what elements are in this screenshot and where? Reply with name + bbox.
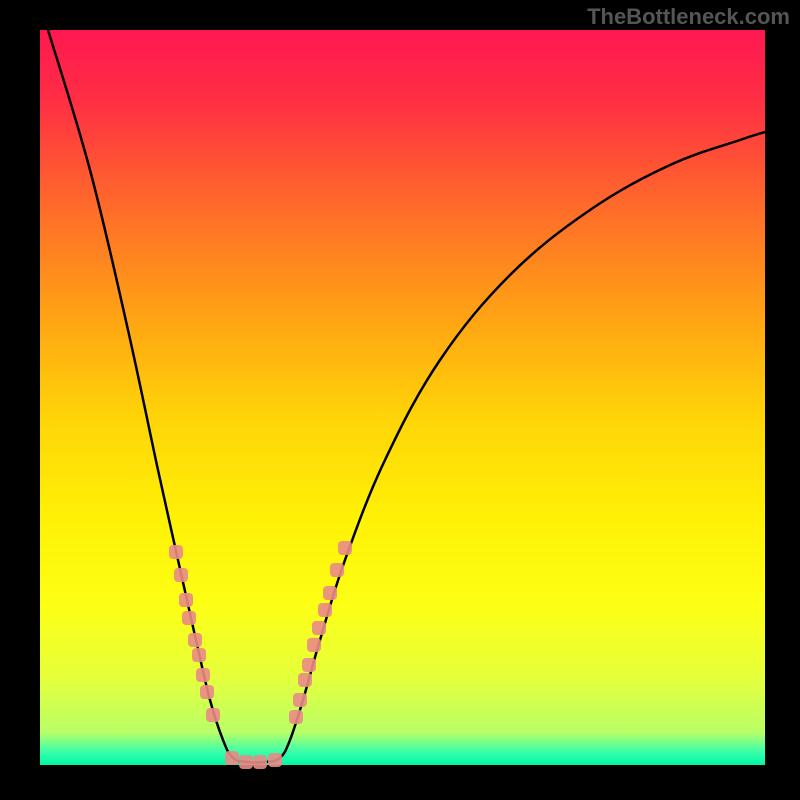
- marker-valley: [239, 755, 253, 769]
- marker-valley: [253, 755, 267, 769]
- marker-left: [196, 668, 210, 682]
- marker-right: [293, 693, 307, 707]
- marker-left: [169, 545, 183, 559]
- marker-left: [192, 648, 206, 662]
- marker-right: [289, 710, 303, 724]
- marker-right: [318, 603, 332, 617]
- marker-right: [307, 638, 321, 652]
- marker-left: [200, 685, 214, 699]
- marker-left: [182, 611, 196, 625]
- watermark-text: TheBottleneck.com: [587, 4, 790, 30]
- marker-right: [298, 673, 312, 687]
- marker-right: [312, 621, 326, 635]
- marker-left: [174, 568, 188, 582]
- marker-left: [206, 708, 220, 722]
- marker-valley: [225, 751, 239, 765]
- marker-right: [323, 586, 337, 600]
- marker-right: [302, 658, 316, 672]
- marker-right: [330, 563, 344, 577]
- marker-left: [179, 593, 193, 607]
- bottleneck-chart: [0, 0, 800, 800]
- marker-valley: [268, 753, 282, 767]
- marker-right: [338, 541, 352, 555]
- marker-left: [188, 633, 202, 647]
- bottleneck-curve: [48, 30, 765, 763]
